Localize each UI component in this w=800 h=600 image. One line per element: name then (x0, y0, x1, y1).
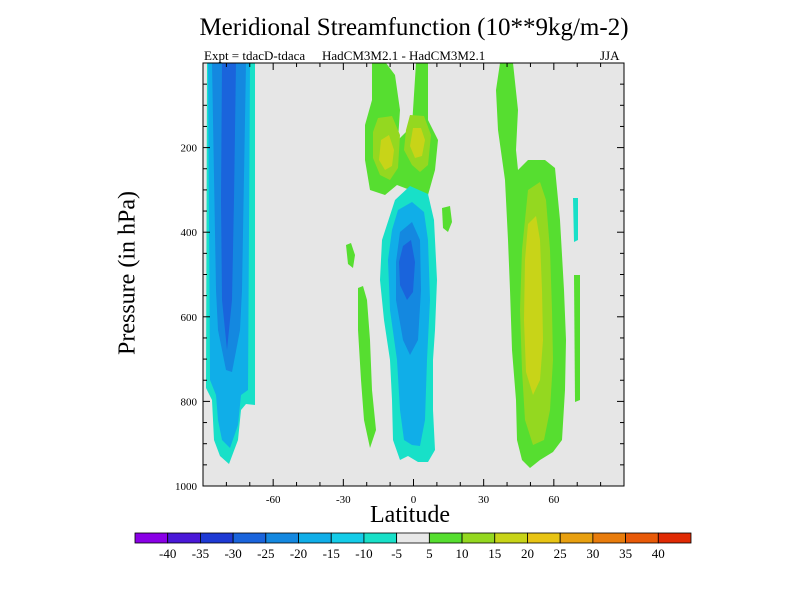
colorbar-label: -35 (192, 546, 209, 561)
colorbar-swatch (396, 532, 430, 544)
contour-upper-pos-4 (379, 135, 394, 170)
contour-small-pos-1 (442, 206, 452, 232)
subtitle-experiment: Expt = tdacD-tdaca (204, 48, 306, 63)
x-tick-label: 60 (548, 494, 560, 506)
colorbar-label: 10 (456, 546, 469, 561)
colorbar-swatch (527, 532, 561, 544)
colorbar-label: 20 (521, 546, 534, 561)
colorbar-label: 25 (554, 546, 567, 561)
colorbar-swatch (200, 532, 234, 544)
colorbar-swatch (461, 532, 496, 544)
colorbar-swatch (494, 532, 528, 544)
colorbar-swatch (298, 532, 332, 544)
contour-right-strip-1 (573, 198, 578, 242)
y-tick-labels: 200 400 600 800 1000 (175, 143, 198, 493)
colorbar-swatch (330, 532, 365, 544)
contour-eq-neg-4 (399, 240, 415, 300)
y-tick-label: 400 (181, 227, 198, 239)
colorbar-label: -5 (391, 546, 402, 561)
colorbar-label: -25 (257, 546, 274, 561)
colorbar-swatch (657, 532, 692, 544)
contour-small-pos-2 (346, 243, 355, 268)
colorbar-swatch (167, 532, 201, 544)
contour-upper-pos-5 (410, 128, 425, 158)
colorbar-swatch (559, 532, 594, 544)
contour-south-neg-4 (221, 63, 236, 350)
colorbar-swatch (134, 532, 169, 544)
colorbar-label: -30 (224, 546, 241, 561)
colorbar-swatch (592, 532, 626, 544)
axis-ticks (202, 62, 625, 487)
y-tick-label: 200 (181, 143, 198, 155)
contour-fill (206, 63, 580, 468)
colorbar-swatch (265, 532, 299, 544)
colorbar-label: 5 (426, 546, 433, 561)
colorbar-swatch (428, 532, 463, 544)
colorbar-label: -40 (159, 546, 176, 561)
x-tick-label: 0 (411, 494, 417, 506)
colorbar-label: 15 (488, 546, 501, 561)
colorbar-swatch (232, 532, 267, 544)
x-tick-label: 30 (478, 494, 490, 506)
x-tick-labels: -60 -30 0 30 60 (266, 494, 560, 506)
colorbar-swatch (625, 532, 659, 544)
contour-small-pos-3 (358, 286, 376, 448)
contour-north-pos-3 (524, 216, 543, 395)
chart-title: Meridional Streamfunction (10**9kg/m-2) (199, 14, 629, 41)
colorbar-label: -20 (290, 546, 307, 561)
colorbar-label: -15 (323, 546, 340, 561)
subtitle-models: HadCM3M2.1 - HadCM3M2.1 (322, 48, 486, 63)
contour-right-strip-2 (574, 275, 580, 402)
colorbar-label: 40 (652, 546, 665, 561)
colorbar-label: -10 (355, 546, 372, 561)
y-tick-label: 1000 (175, 481, 198, 493)
colorbar-swatch (363, 532, 398, 544)
x-tick-label: -60 (266, 494, 281, 506)
subtitle-season: JJA (600, 48, 620, 63)
y-tick-label: 600 (181, 312, 198, 324)
colorbar: -40 -35 -30 -25 -20 -15 -10 -5 5 10 15 20 25 30 35 40 (134, 532, 692, 561)
x-axis-label: Latitude (370, 502, 450, 528)
colorbar-label: 30 (586, 546, 599, 561)
y-tick-label: 800 (181, 396, 198, 408)
colorbar-label: 35 (619, 546, 632, 561)
x-tick-label: -30 (336, 494, 351, 506)
